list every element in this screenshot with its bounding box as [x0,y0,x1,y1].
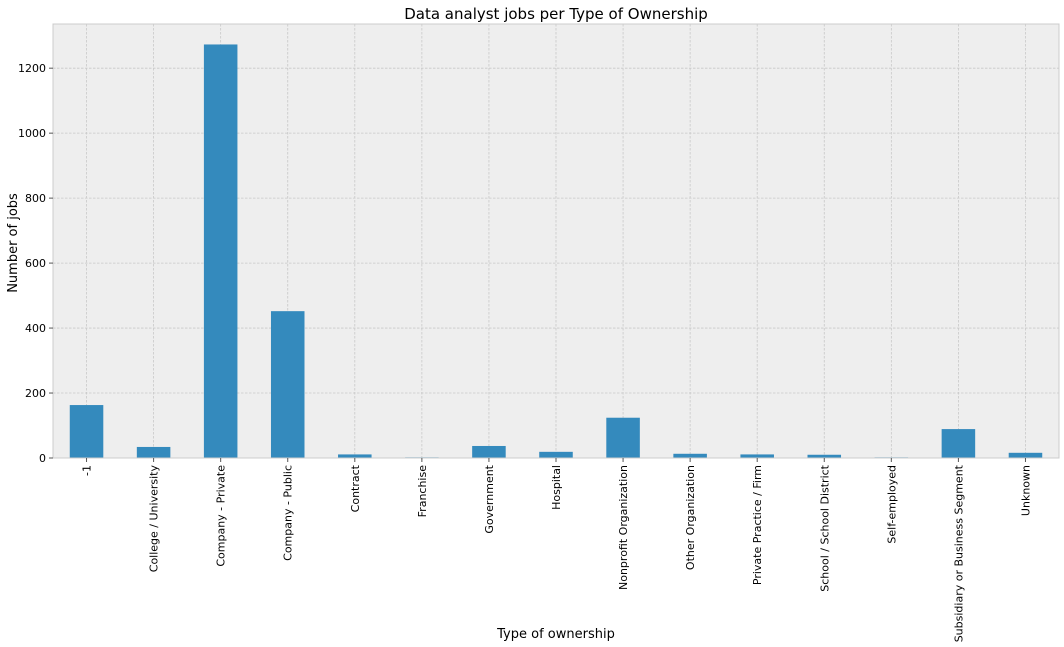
x-tick-label: Government [483,464,496,533]
y-tick-label: 800 [25,192,46,205]
bar [472,445,506,458]
bars [69,44,1043,458]
x-tick-label: Nonprofit Organization [617,465,630,590]
bar [807,454,842,458]
x-tick-label: Self-employed [885,465,898,544]
bar [740,454,774,458]
x-tick-label: College / University [148,465,161,573]
x-tick-label: Unknown [1019,465,1032,516]
x-tick-label: Company - Private [215,465,228,567]
bar [69,405,104,458]
y-tick-label: 1000 [18,127,46,140]
x-tick-label: School / School District [818,464,831,591]
x-tick-label: Company - Public [282,465,295,561]
chart-title: Data analyst jobs per Type of Ownership [404,5,708,23]
y-axis-label: Number of jobs [6,193,21,293]
bar [1008,452,1043,458]
bar [270,311,305,458]
x-axis-label: Type of ownership [496,627,615,642]
x-tick-label: -1 [81,465,94,476]
x-tick-label: Contract [349,464,362,512]
y-tick-label: 1200 [18,62,46,75]
bar [136,446,171,458]
bar [673,453,707,458]
y-tick-label: 600 [25,257,46,270]
x-axis-ticks: -1 College / University Company - Private C… [81,458,1032,642]
bar [539,451,573,458]
y-tick-label: 0 [39,452,46,465]
x-tick-label: Subsidiary or Business Segment [952,464,965,642]
bar [338,454,372,458]
bar [941,429,976,458]
bar [606,417,640,458]
bar [203,44,238,458]
y-tick-label: 200 [25,387,46,400]
x-tick-label: Hospital [550,465,563,510]
y-axis-ticks: 0 200 400 600 800 1000 1200 [18,62,53,465]
x-tick-label: Other Organization [684,465,697,570]
x-tick-label: Franchise [416,465,429,518]
y-tick-label: 400 [25,322,46,335]
x-tick-label: Private Practice / Firm [751,465,764,585]
